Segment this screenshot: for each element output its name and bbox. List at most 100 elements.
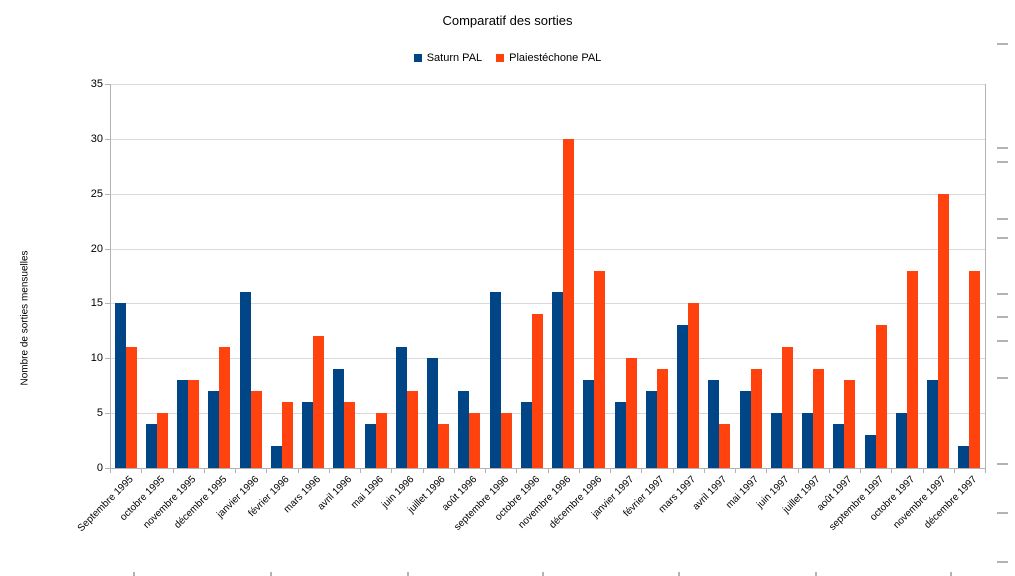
bar-plaiestechone-pal xyxy=(907,271,918,468)
bar-saturn-pal xyxy=(646,391,657,468)
x-axis-tick xyxy=(829,468,830,473)
x-axis-tick xyxy=(298,468,299,473)
right-edge-tick xyxy=(997,237,1008,239)
bar-plaiestechone-pal xyxy=(563,139,574,468)
bar-plaiestechone-pal xyxy=(782,347,793,468)
bar-plaiestechone-pal xyxy=(657,369,668,468)
x-axis-tick xyxy=(548,468,549,473)
bar-saturn-pal xyxy=(521,402,532,468)
bar-plaiestechone-pal xyxy=(751,369,762,468)
bottom-edge-tick xyxy=(133,572,135,576)
x-tick-label: Septembre 1995 xyxy=(75,474,136,535)
bar-plaiestechone-pal xyxy=(157,413,168,468)
right-edge-tick xyxy=(997,377,1008,379)
x-axis-tick xyxy=(173,468,174,473)
bar-plaiestechone-pal xyxy=(719,424,730,468)
y-axis-tick xyxy=(105,139,110,140)
x-axis-tick xyxy=(391,468,392,473)
x-axis-tick xyxy=(610,468,611,473)
gridline xyxy=(110,413,985,414)
right-edge-tick xyxy=(997,316,1008,318)
bottom-edge-tick xyxy=(678,572,680,576)
bar-plaiestechone-pal xyxy=(438,424,449,468)
x-axis-tick xyxy=(204,468,205,473)
bottom-edge-tick xyxy=(542,572,544,576)
bar-saturn-pal xyxy=(677,325,688,468)
x-axis-tick xyxy=(985,468,986,473)
bar-saturn-pal xyxy=(740,391,751,468)
y-tick-label: 10 xyxy=(90,352,103,364)
x-axis-tick xyxy=(766,468,767,473)
right-edge-tick xyxy=(997,293,1008,295)
bar-saturn-pal xyxy=(177,380,188,468)
bottom-edge-tick xyxy=(407,572,409,576)
y-axis-line xyxy=(110,84,111,469)
legend-label-saturn-pal: Saturn PAL xyxy=(426,52,483,64)
bar-saturn-pal xyxy=(146,424,157,468)
right-edge-tick xyxy=(997,43,1008,45)
bar-plaiestechone-pal xyxy=(219,347,230,468)
bar-saturn-pal xyxy=(490,292,501,468)
x-axis-tick xyxy=(641,468,642,473)
gridline xyxy=(110,358,985,359)
y-axis-tick xyxy=(105,358,110,359)
right-edge-tick xyxy=(997,161,1008,163)
gridline xyxy=(110,249,985,250)
right-edge-tick xyxy=(997,512,1008,514)
bar-plaiestechone-pal xyxy=(251,391,262,468)
bar-plaiestechone-pal xyxy=(407,391,418,468)
bar-saturn-pal xyxy=(271,446,282,468)
right-edge-tick xyxy=(997,218,1008,220)
right-edge-tick xyxy=(997,147,1008,149)
y-axis-tick xyxy=(105,413,110,414)
x-tick-label: mai 1997 xyxy=(723,474,761,511)
chart-title: Comparatif des sorties xyxy=(442,13,573,28)
x-axis-tick xyxy=(704,468,705,473)
bar-saturn-pal xyxy=(896,413,907,468)
right-edge-tick xyxy=(997,463,1008,465)
bar-plaiestechone-pal xyxy=(282,402,293,468)
y-tick-label: 35 xyxy=(90,78,103,90)
bar-saturn-pal xyxy=(302,402,313,468)
bar-saturn-pal xyxy=(552,292,563,468)
bar-plaiestechone-pal xyxy=(469,413,480,468)
bar-plaiestechone-pal xyxy=(376,413,387,468)
x-axis-tick xyxy=(235,468,236,473)
bottom-edge-tick xyxy=(950,572,952,576)
bar-saturn-pal xyxy=(833,424,844,468)
legend-swatch-saturn-pal-icon xyxy=(413,54,422,62)
right-edge-tick xyxy=(997,561,1008,563)
bar-saturn-pal xyxy=(771,413,782,468)
bar-saturn-pal xyxy=(708,380,719,468)
bar-plaiestechone-pal xyxy=(344,402,355,468)
x-axis-tick xyxy=(516,468,517,473)
x-axis-tick xyxy=(266,468,267,473)
x-axis-tick xyxy=(798,468,799,473)
bar-saturn-pal xyxy=(115,303,126,468)
y-tick-label: 5 xyxy=(96,407,103,419)
bar-plaiestechone-pal xyxy=(501,413,512,468)
x-axis-tick xyxy=(329,468,330,473)
bottom-edge-tick xyxy=(815,572,817,576)
chart-legend: Saturn PAL Plaiestéchone PAL xyxy=(0,52,1015,64)
y-tick-label: 20 xyxy=(90,243,103,255)
y-axis-tick xyxy=(105,249,110,250)
bar-plaiestechone-pal xyxy=(594,271,605,468)
bar-plaiestechone-pal xyxy=(126,347,137,468)
x-axis-tick xyxy=(141,468,142,473)
legend-item-plaiestechone-pal: Plaiestéchone PAL xyxy=(496,52,601,64)
bar-plaiestechone-pal xyxy=(969,271,980,468)
x-axis-tick xyxy=(735,468,736,473)
y-tick-label: 25 xyxy=(90,188,103,200)
bar-saturn-pal xyxy=(365,424,376,468)
bar-plaiestechone-pal xyxy=(532,314,543,468)
y-axis-tick xyxy=(105,303,110,304)
x-axis-tick xyxy=(579,468,580,473)
legend-label-plaiestechone-pal: Plaiestéchone PAL xyxy=(509,52,602,64)
gridline xyxy=(110,139,985,140)
bar-saturn-pal xyxy=(240,292,251,468)
x-axis-tick xyxy=(673,468,674,473)
bar-plaiestechone-pal xyxy=(938,194,949,468)
bar-saturn-pal xyxy=(927,380,938,468)
